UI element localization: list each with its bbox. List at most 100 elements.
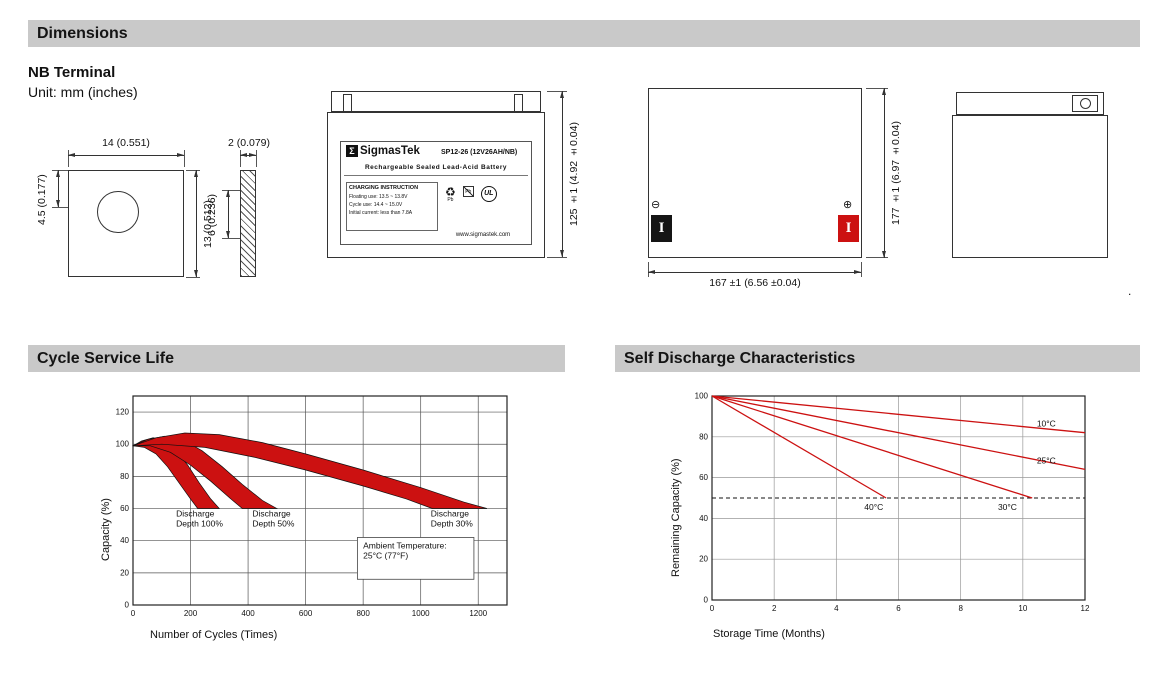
svg-text:8: 8	[958, 604, 963, 613]
brand-name: SigmasTek	[360, 145, 420, 157]
svg-text:6: 6	[896, 604, 901, 613]
battery-terminal-post-right	[514, 94, 523, 112]
charging-line-2: Cycle use: 14.4 ~ 15.0V	[349, 201, 403, 208]
svg-text:600: 600	[299, 609, 313, 618]
svg-text:1000: 1000	[412, 609, 430, 618]
unit-label: Unit: mm (inches)	[28, 84, 138, 100]
svg-text:60: 60	[699, 473, 708, 482]
svg-text:10: 10	[1018, 604, 1027, 613]
charging-line-1: Floating use: 13.5 ~ 13.8V	[349, 194, 408, 200]
dimension-line	[648, 270, 861, 274]
model-number: SP12-26 (12V26AH/NB)	[441, 149, 518, 156]
cycle-chart-ylabel: Capacity (%)	[100, 498, 112, 562]
terminal-side-height-dim: 6 (0.236)	[206, 193, 218, 237]
svg-text:200: 200	[184, 609, 198, 618]
dimension-line	[194, 170, 198, 277]
nb-terminal-title: NB Terminal	[28, 64, 116, 81]
svg-text:100: 100	[116, 440, 130, 449]
self-discharge-chart-svg: 0 2 4 6 8 10 12 0 20 40 60 80 100 10°C 25°C 40°C 30°C	[695, 392, 1090, 614]
extension-line	[256, 150, 257, 167]
extension-line	[866, 257, 888, 258]
svg-text:40: 40	[699, 514, 708, 523]
svg-text:20: 20	[699, 555, 708, 564]
battery-side-height-dim: 177 ±1 (6.97 ±0.04)	[890, 121, 902, 225]
battery-end-body	[952, 115, 1108, 258]
brand-row: Σ SigmasTek	[346, 145, 420, 157]
pb-no-trash-icon: Pb	[462, 186, 474, 197]
battery-width-dim: 167 ±1 (6.56 ±0.04)	[709, 277, 801, 289]
section-header-cycle-service-life: Cycle Service Life	[28, 345, 565, 372]
battery-height-dim: 125 ±1 (4.92 ±0.04)	[568, 122, 580, 226]
svg-text:0: 0	[704, 596, 709, 605]
svg-text:80: 80	[699, 432, 708, 441]
svg-text:80: 80	[120, 472, 129, 481]
section-header-dimensions: Dimensions	[28, 20, 1140, 47]
battery-side-outline	[648, 88, 862, 258]
terminal-hole	[97, 191, 139, 233]
extension-line	[52, 170, 68, 171]
svg-text:4: 4	[834, 604, 839, 613]
svg-text:1200: 1200	[469, 609, 487, 618]
svg-text:40°C: 40°C	[864, 502, 883, 512]
extension-line	[186, 170, 200, 171]
charging-instruction-box: CHARGING INSTRUCTION Floating use: 13.5 …	[346, 182, 438, 231]
svg-text:12: 12	[1081, 604, 1090, 613]
svg-text:2: 2	[772, 604, 777, 613]
self-discharge-xlabel: Storage Time (Months)	[713, 628, 825, 640]
svg-text:10°C: 10°C	[1037, 419, 1056, 429]
svg-text:20: 20	[120, 568, 129, 577]
website-text: www.sigmastek.com	[455, 232, 511, 238]
extension-line	[186, 277, 200, 278]
battery-terminal-post-left	[343, 94, 352, 112]
extension-line	[866, 88, 888, 89]
svg-text:800: 800	[356, 609, 370, 618]
terminal-width-dim: 14 (0.551)	[102, 137, 150, 149]
dimension-line	[240, 153, 256, 157]
dimension-line	[882, 88, 886, 258]
svg-text:25°C: 25°C	[1037, 455, 1056, 465]
self-discharge-ylabel: Remaining Capacity (%)	[670, 458, 682, 577]
extension-line	[547, 91, 567, 92]
extension-line	[184, 150, 185, 167]
svg-text:Ambient Temperature:25°C (77°F: Ambient Temperature: 25°C (77°F)	[363, 541, 446, 561]
dimension-line	[560, 91, 564, 257]
battery-label: Σ SigmasTek SP12-26 (12V26AH/NB) Recharg…	[340, 141, 532, 245]
battery-front-lid	[331, 91, 541, 112]
battery-type-line: Rechargeable Sealed Lead-Acid Battery	[364, 164, 508, 171]
extension-line	[861, 262, 862, 277]
positive-terminal-symbol: ⊕	[843, 199, 853, 211]
battery-end-terminal-hole	[1080, 98, 1091, 109]
dimension-line	[226, 190, 230, 238]
svg-text:0: 0	[131, 609, 136, 618]
terminal-offset-dim: 4.5 (0.177)	[36, 174, 48, 226]
label-divider	[344, 175, 528, 176]
extension-line	[648, 262, 649, 277]
battery-end-lid	[956, 92, 1104, 115]
section-header-self-discharge: Self Discharge Characteristics	[615, 345, 1140, 372]
ul-mark-icon: UL	[480, 186, 497, 202]
charging-title: CHARGING INSTRUCTION	[349, 185, 419, 191]
extension-line	[222, 190, 240, 191]
dimension-line	[56, 170, 60, 207]
certification-icons: ♻ Pb Pb UL	[445, 186, 497, 204]
negative-terminal-symbol: ⊖	[651, 199, 661, 211]
extension-line	[52, 207, 68, 208]
extension-line	[222, 238, 240, 239]
terminal-side-outline	[240, 170, 256, 277]
svg-text:40: 40	[120, 536, 129, 545]
svg-text:100: 100	[695, 392, 709, 401]
svg-text:0: 0	[710, 604, 715, 613]
svg-text:400: 400	[241, 609, 255, 618]
pb-recycle-icon: ♻ Pb	[445, 185, 456, 203]
cycle-chart-svg: 0 200 400 600 800 1000 1200 0 20 40 60 80 100 120 Disc…	[116, 395, 508, 618]
extension-line	[547, 257, 567, 258]
dimension-line	[68, 153, 184, 157]
extension-line	[68, 150, 69, 167]
svg-text:60: 60	[120, 504, 129, 513]
positive-terminal-cover: I	[838, 215, 859, 242]
sigmastek-logo-icon: Σ	[346, 145, 358, 157]
negative-terminal-cover: I	[651, 215, 672, 242]
